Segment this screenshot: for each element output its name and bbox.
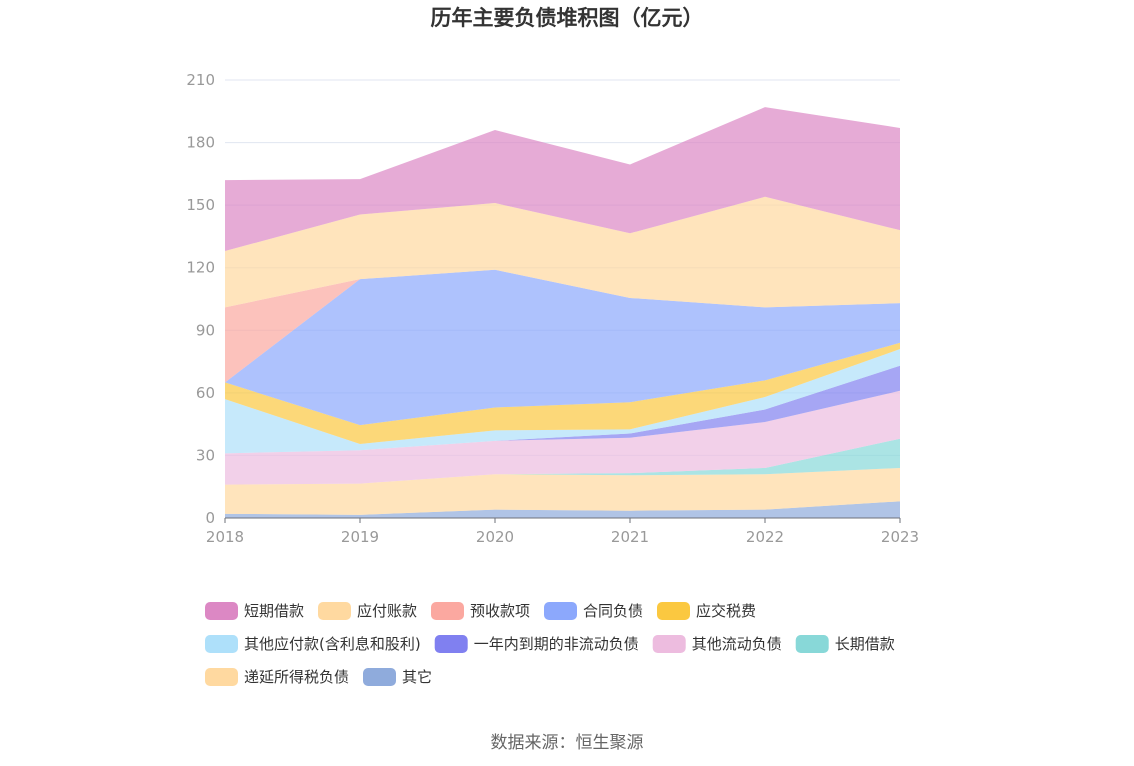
legend-swatch	[434, 635, 468, 653]
x-tick-label: 2023	[881, 528, 919, 546]
x-tick-label: 2021	[611, 528, 649, 546]
legend-label: 一年内到期的非流动负债	[474, 635, 639, 653]
legend-swatch	[205, 602, 238, 620]
legend-item-长期借款[interactable]: 长期借款	[795, 635, 895, 653]
area-其它	[225, 501, 900, 518]
legend-label: 应付账款	[357, 602, 417, 620]
legend-swatch	[544, 602, 578, 620]
chart-title: 历年主要负债堆积图（亿元）	[431, 6, 704, 30]
legend-label: 预收款项	[470, 602, 530, 620]
legend-item-其他应付款(含利息和股利)[interactable]: 其他应付款(含利息和股利)	[205, 635, 421, 653]
y-tick-label: 0	[205, 509, 215, 527]
y-tick-label: 210	[186, 71, 215, 89]
area-合同负债	[225, 269, 900, 426]
area-其他流动负债	[225, 390, 900, 485]
y-tick-label: 180	[186, 134, 215, 152]
area-series	[225, 107, 900, 518]
legend-label: 短期借款	[244, 602, 304, 620]
area-递延所得税负债	[225, 467, 900, 515]
x-tick-label: 2018	[206, 528, 244, 546]
area-其他应付款(含利息和股利)	[225, 349, 900, 454]
area-应付账款	[225, 196, 900, 308]
area-长期借款	[225, 438, 900, 485]
legend-item-应付账款[interactable]: 应付账款	[318, 602, 417, 620]
legend-label: 其他应付款(含利息和股利)	[244, 635, 421, 653]
x-tick-label: 2022	[746, 528, 784, 546]
y-tick-label: 90	[196, 321, 215, 339]
legend-item-合同负债[interactable]: 合同负债	[544, 602, 643, 620]
legend-item-递延所得税负债[interactable]: 递延所得税负债	[205, 668, 349, 686]
y-tick-label: 120	[186, 259, 215, 277]
legend-swatch	[318, 602, 352, 620]
axes: 0 30 60 90 120 150 180 210 2018 2019 2020 2021 2022 2…	[186, 71, 919, 546]
area-应交税费	[225, 342, 900, 444]
legend-item-其他流动负债[interactable]: 其他流动负债	[652, 635, 782, 653]
legend-label: 递延所得税负债	[244, 668, 349, 686]
y-tick-label: 60	[196, 384, 215, 402]
legend-label: 应交税费	[696, 602, 756, 620]
legend-item-其它[interactable]: 其它	[363, 668, 432, 686]
legend-swatch	[205, 668, 238, 686]
legend-swatch	[652, 635, 686, 653]
area-短期借款	[225, 107, 900, 252]
legend-label: 合同负债	[583, 602, 643, 620]
legend-item-应交税费[interactable]: 应交税费	[657, 602, 756, 620]
legend-swatch	[205, 635, 238, 653]
legend-label: 长期借款	[835, 635, 895, 653]
legend-label: 其它	[402, 668, 432, 686]
legend-swatch	[431, 602, 465, 620]
legend-swatch	[795, 635, 829, 653]
legend-label: 其他流动负债	[692, 635, 782, 653]
legend-item-预收款项[interactable]: 预收款项	[431, 602, 530, 620]
source-note: 数据来源：恒生聚源	[491, 733, 644, 753]
legend-swatch	[657, 602, 691, 620]
legend-swatch	[363, 668, 397, 686]
y-tick-label: 30	[196, 446, 215, 464]
legend-item-短期借款[interactable]: 短期借款	[205, 602, 304, 620]
x-tick-label: 2019	[341, 528, 379, 546]
y-tick-label: 150	[186, 196, 215, 214]
x-tick-label: 2020	[476, 528, 514, 546]
legend-item-一年内到期的非流动负债[interactable]: 一年内到期的非流动负债	[434, 635, 639, 653]
